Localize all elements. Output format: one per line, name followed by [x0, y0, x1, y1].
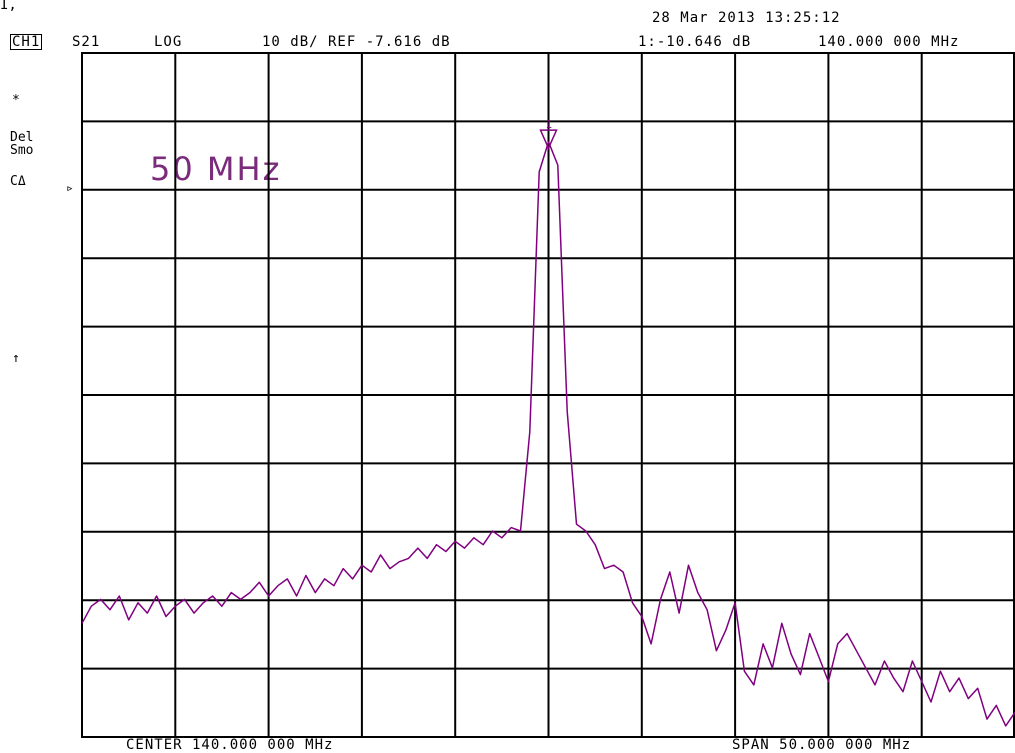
corner-mark: I, — [0, 0, 17, 13]
correction-indicator: CΔ — [10, 174, 26, 189]
marker-triangle-icon — [539, 129, 558, 150]
trace-line — [81, 141, 1015, 727]
marker-readout: 1:-10.646 dB — [638, 34, 752, 50]
arrow-up-icon: ↑ — [12, 351, 20, 366]
channel-label: CH1 — [10, 34, 43, 50]
delay-indicator: Del — [10, 130, 34, 145]
plot-frame — [81, 52, 1015, 738]
span-annotation: 50 MHz — [150, 150, 282, 188]
span-frequency: SPAN 50.000 000 MHz — [732, 737, 912, 753]
reference-marker-icon: ▹ — [66, 181, 74, 196]
format-label: LOG — [154, 34, 183, 50]
marker-number-label: 1 — [546, 118, 553, 131]
center-frequency: CENTER 140.000 000 MHz — [126, 737, 334, 753]
smoothing-indicator: Smo — [10, 143, 34, 158]
parameter-label: S21 — [72, 34, 101, 50]
scale-ref-label: 10 dB/ REF -7.616 dB — [262, 34, 451, 50]
marker-frequency: 140.000 000 MHz — [818, 34, 960, 50]
datetime: 28 Mar 2013 13:25:12 — [652, 10, 841, 26]
star-indicator: * — [12, 93, 20, 108]
